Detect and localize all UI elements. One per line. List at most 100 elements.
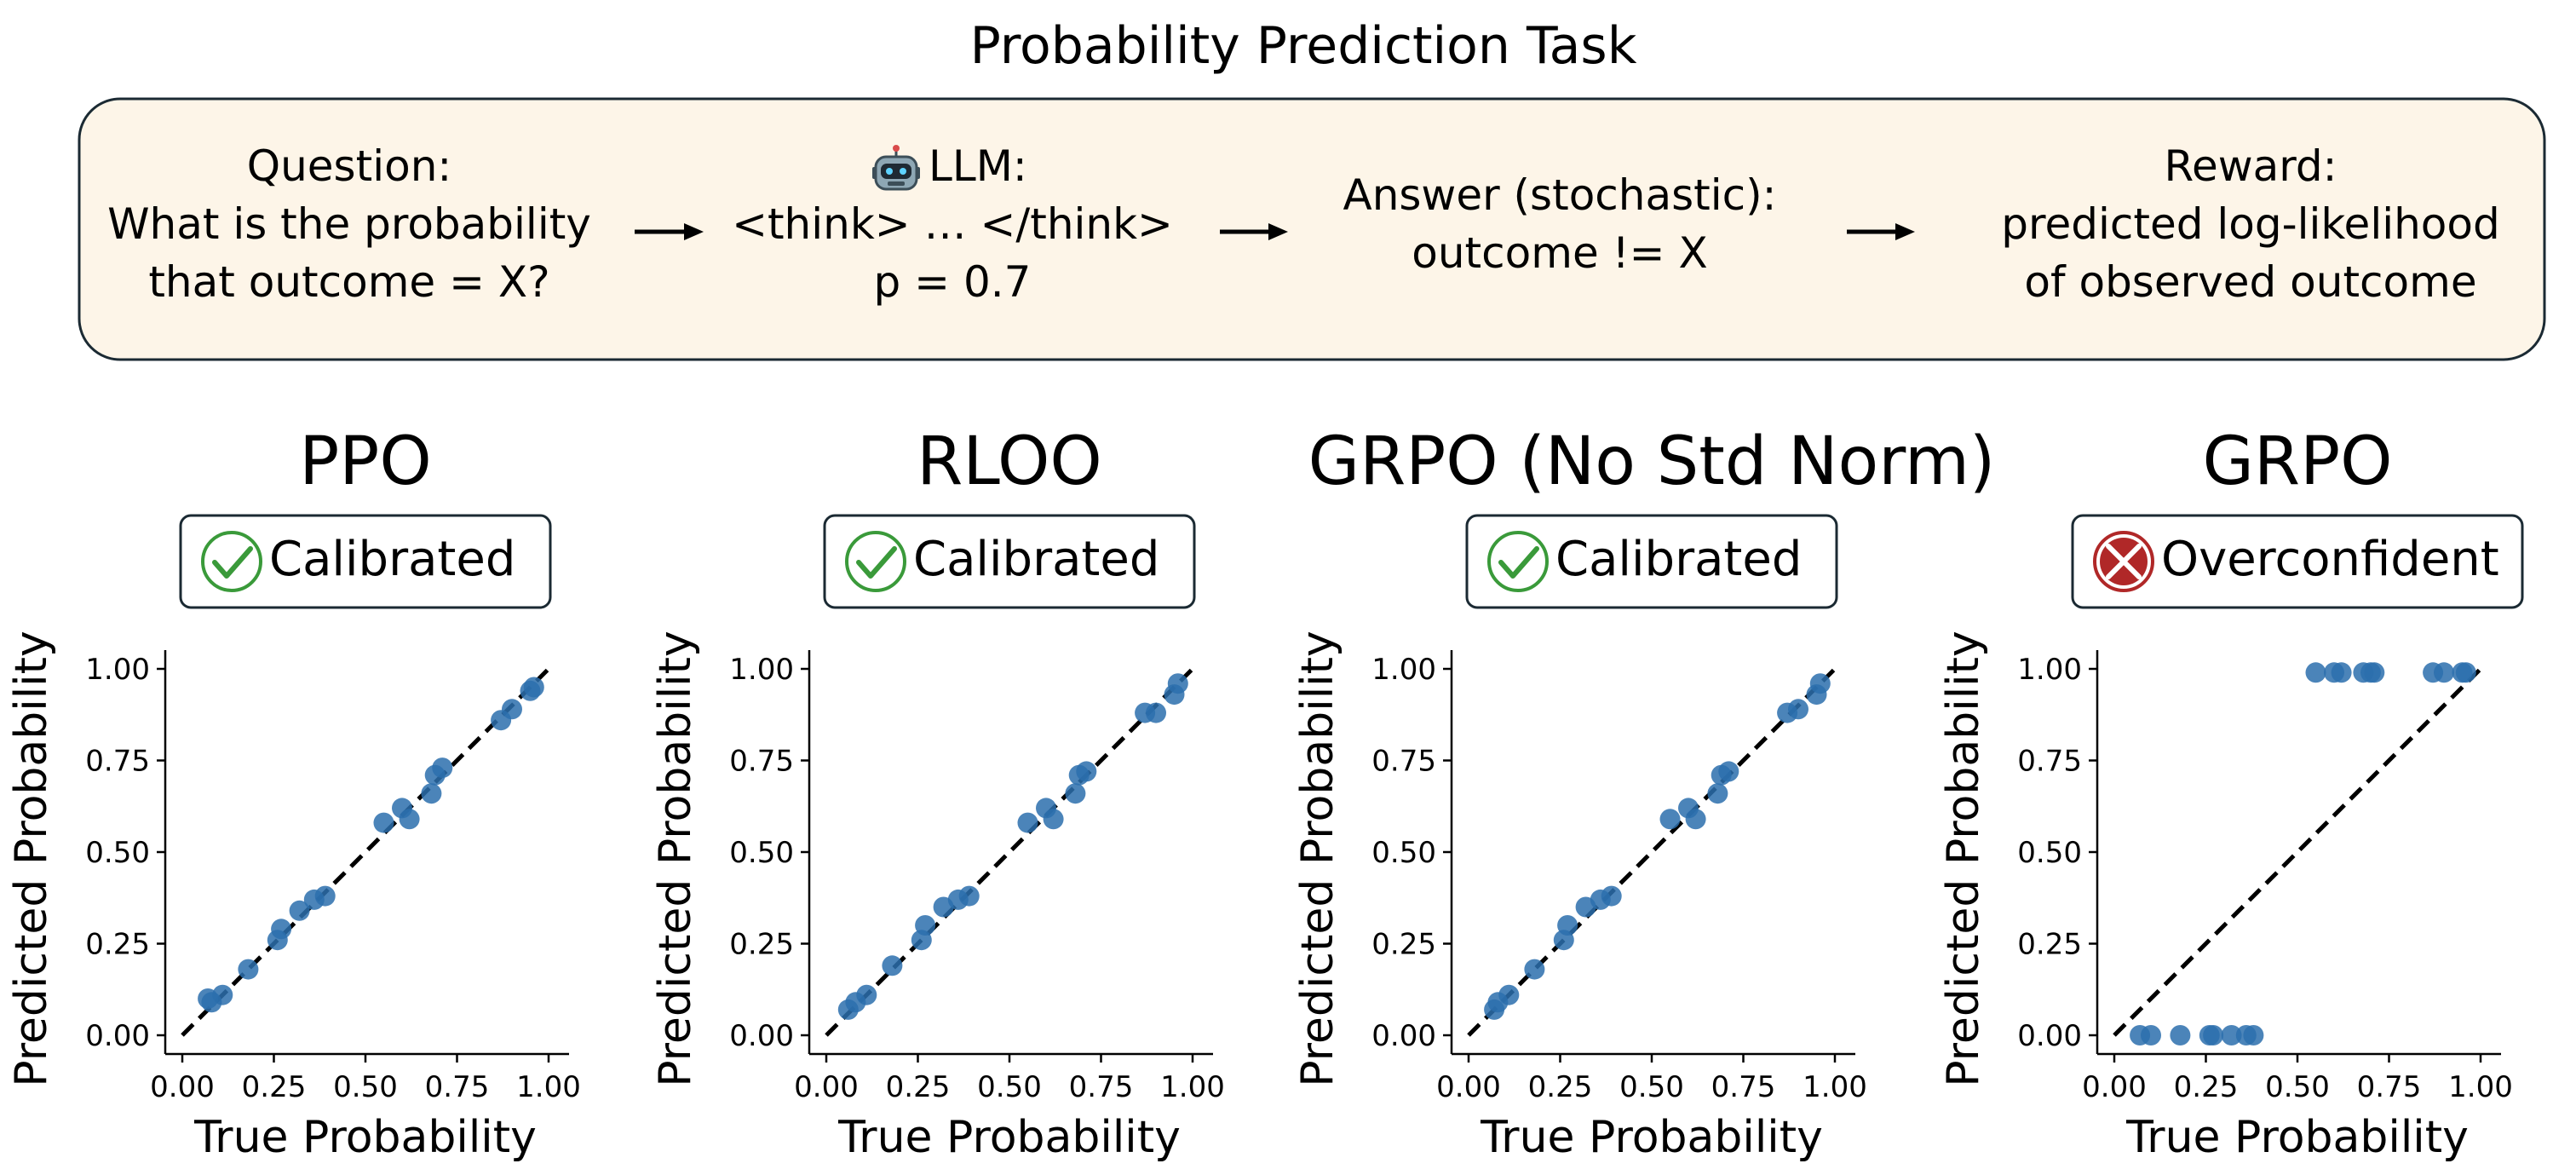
robot-icon <box>872 145 920 191</box>
data-point <box>2305 662 2326 683</box>
y-tick-label: 0.00 <box>85 1019 150 1053</box>
y-tick-label: 0.75 <box>85 745 150 779</box>
figure-title: Probability Prediction Task <box>970 16 1637 76</box>
x-axis-label: True Probability <box>1480 1112 1823 1163</box>
y-tick-label: 0.50 <box>85 836 150 870</box>
y-axis-label: Predicted Probability <box>650 631 701 1087</box>
data-point <box>1685 809 1706 830</box>
y-tick-label: 1.00 <box>1371 653 1436 687</box>
x-tick-label: 0.75 <box>425 1070 490 1104</box>
chart-title: GRPO (No Std Norm) <box>1308 423 1996 500</box>
x-axis-label: True Probability <box>837 1112 1181 1163</box>
status-badge: Calibrated <box>179 514 552 609</box>
y-tick-label: 0.25 <box>729 928 794 962</box>
x-tick-label: 1.00 <box>1803 1070 1867 1104</box>
chart-panel: GRPO (No Std Norm) Calibrated 0.00 0.25 0.50… <box>1292 423 1995 1163</box>
check-icon <box>201 531 262 592</box>
y-tick-label: 0.25 <box>1371 928 1436 962</box>
cross-icon <box>2093 531 2154 592</box>
reward-line-1: predicted log-likelihood <box>2001 199 2499 249</box>
y-tick-label: 0.00 <box>729 1019 794 1053</box>
x-tick-label: 0.50 <box>977 1070 1042 1104</box>
x-tick-label: 0.75 <box>1069 1070 1134 1104</box>
data-point <box>314 885 336 907</box>
y-tick-label: 1.00 <box>85 653 150 687</box>
reward-label: Reward: <box>2164 141 2337 191</box>
chart-panel: PPO Calibrated 0.00 0.25 0.50 0.75 1.00 0.00 0.2… <box>6 423 581 1163</box>
y-tick-label: 0.75 <box>2017 745 2082 779</box>
data-point <box>523 677 544 698</box>
data-point <box>882 955 903 976</box>
data-point <box>1557 915 1578 936</box>
x-tick-label: 1.00 <box>516 1070 581 1104</box>
answer-label: Answer (stochastic): <box>1343 170 1776 220</box>
y-axis-label: Predicted Probability <box>6 631 57 1087</box>
data-point <box>1498 984 1520 1005</box>
data-point <box>1043 809 1064 830</box>
x-tick-label: 0.50 <box>2265 1070 2330 1104</box>
x-tick-label: 0.75 <box>2357 1070 2422 1104</box>
chart-panel: GRPO Overconfident 0.00 0.25 0.50 0.75 1.00 0.0… <box>1938 423 2524 1163</box>
chart-title: PPO <box>299 423 431 500</box>
y-tick-label: 1.00 <box>729 653 794 687</box>
data-point <box>2203 1025 2224 1045</box>
data-point <box>2170 1025 2191 1045</box>
x-tick-label: 0.00 <box>794 1070 859 1104</box>
pipeline-box <box>78 97 2546 361</box>
chart-title: GRPO <box>2202 423 2392 500</box>
reference-line <box>1467 667 1837 1037</box>
data-point <box>289 900 310 921</box>
x-tick-label: 0.75 <box>1711 1070 1776 1104</box>
data-point <box>2455 662 2476 683</box>
data-point <box>502 699 522 720</box>
x-tick-label: 1.00 <box>2448 1070 2513 1104</box>
data-point <box>271 919 292 940</box>
check-icon <box>1487 531 1549 592</box>
status-badge-label: Overconfident <box>2161 532 2499 587</box>
y-tick-label: 0.75 <box>729 745 794 779</box>
data-point <box>1146 702 1166 723</box>
x-tick-label: 0.00 <box>150 1070 215 1104</box>
data-point <box>2434 662 2454 683</box>
data-point <box>432 757 453 779</box>
data-point <box>958 885 980 907</box>
data-point <box>1524 959 1545 980</box>
data-point <box>2331 662 2352 683</box>
x-tick-label: 0.25 <box>886 1070 951 1104</box>
y-tick-label: 0.50 <box>2017 836 2082 870</box>
pipeline-llm: LLM: <think> … </think> p = 0.7 <box>732 141 1173 307</box>
reward-line-2: of observed outcome <box>2024 257 2476 307</box>
x-axis-label: True Probability <box>2125 1112 2469 1163</box>
x-tick-label: 0.50 <box>333 1070 398 1104</box>
answer-line-1: outcome != X <box>1412 228 1707 278</box>
x-tick-label: 0.25 <box>1528 1070 1593 1104</box>
status-badge: Calibrated <box>1465 514 1838 609</box>
status-badge: Overconfident <box>2071 514 2524 609</box>
pipeline-question: Question: What is the probability that o… <box>107 141 591 307</box>
data-point <box>1076 761 1097 782</box>
data-point <box>2243 1025 2264 1045</box>
check-icon <box>845 531 906 592</box>
llm-line-2: p = 0.7 <box>874 257 1032 307</box>
reference-line <box>825 667 1194 1037</box>
chart-title: RLOO <box>917 423 1102 500</box>
y-tick-label: 0.00 <box>1371 1019 1436 1053</box>
status-badge: Calibrated <box>823 514 1196 609</box>
y-tick-label: 0.50 <box>1371 836 1436 870</box>
y-tick-label: 1.00 <box>2017 653 2082 687</box>
y-axis-label: Predicted Probability <box>1938 631 1989 1087</box>
data-point <box>212 984 233 1005</box>
data-point <box>399 809 420 830</box>
reference-line <box>2113 667 2482 1037</box>
data-point <box>1707 783 1728 804</box>
x-tick-label: 0.00 <box>1436 1070 1501 1104</box>
data-point <box>1065 783 1086 804</box>
x-tick-label: 0.25 <box>2174 1070 2239 1104</box>
data-point <box>373 812 394 833</box>
chart-panel: RLOO Calibrated 0.00 0.25 0.50 0.75 1.00 0.00 0.… <box>650 423 1225 1163</box>
data-point <box>2221 1025 2242 1045</box>
data-point <box>1659 809 1681 830</box>
data-point <box>1601 885 1622 907</box>
status-badge-label: Calibrated <box>1555 532 1802 587</box>
data-point <box>1788 699 1808 720</box>
